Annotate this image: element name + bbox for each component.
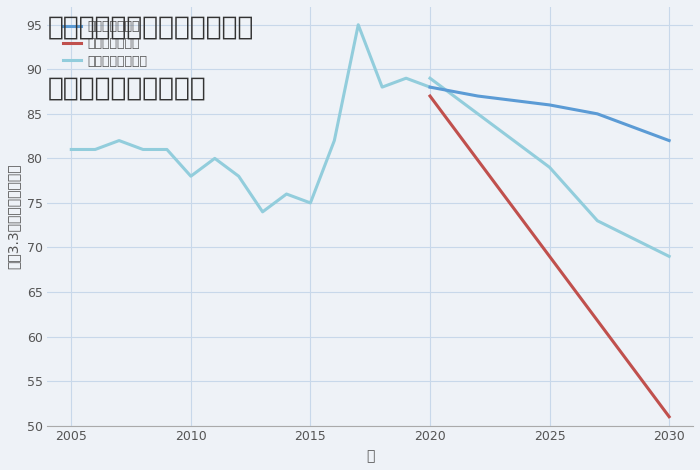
グッドシナリオ bbox=[593, 111, 601, 117]
グッドシナリオ bbox=[426, 84, 434, 90]
Line: ノーマルシナリオ: ノーマルシナリオ bbox=[430, 78, 669, 256]
Line: バッドシナリオ: バッドシナリオ bbox=[430, 96, 669, 417]
X-axis label: 年: 年 bbox=[366, 449, 375, 463]
グッドシナリオ bbox=[665, 138, 673, 143]
バッドシナリオ bbox=[665, 414, 673, 420]
グッドシナリオ bbox=[545, 102, 554, 108]
Text: 兵庫県たつの市御津町朝臣の: 兵庫県たつの市御津町朝臣の bbox=[48, 14, 253, 40]
バッドシナリオ bbox=[426, 93, 434, 99]
ノーマルシナリオ bbox=[426, 75, 434, 81]
グッドシナリオ bbox=[474, 93, 482, 99]
Legend: グッドシナリオ, バッドシナリオ, ノーマルシナリオ: グッドシナリオ, バッドシナリオ, ノーマルシナリオ bbox=[60, 17, 150, 70]
ノーマルシナリオ bbox=[474, 111, 482, 117]
Y-axis label: 坪（3.3㎡）単価（万円）: 坪（3.3㎡）単価（万円） bbox=[7, 164, 21, 269]
ノーマルシナリオ bbox=[593, 218, 601, 224]
Text: 中古戸建ての価格推移: 中古戸建ての価格推移 bbox=[48, 75, 206, 101]
Line: グッドシナリオ: グッドシナリオ bbox=[430, 87, 669, 141]
ノーマルシナリオ bbox=[665, 253, 673, 259]
ノーマルシナリオ bbox=[545, 164, 554, 170]
